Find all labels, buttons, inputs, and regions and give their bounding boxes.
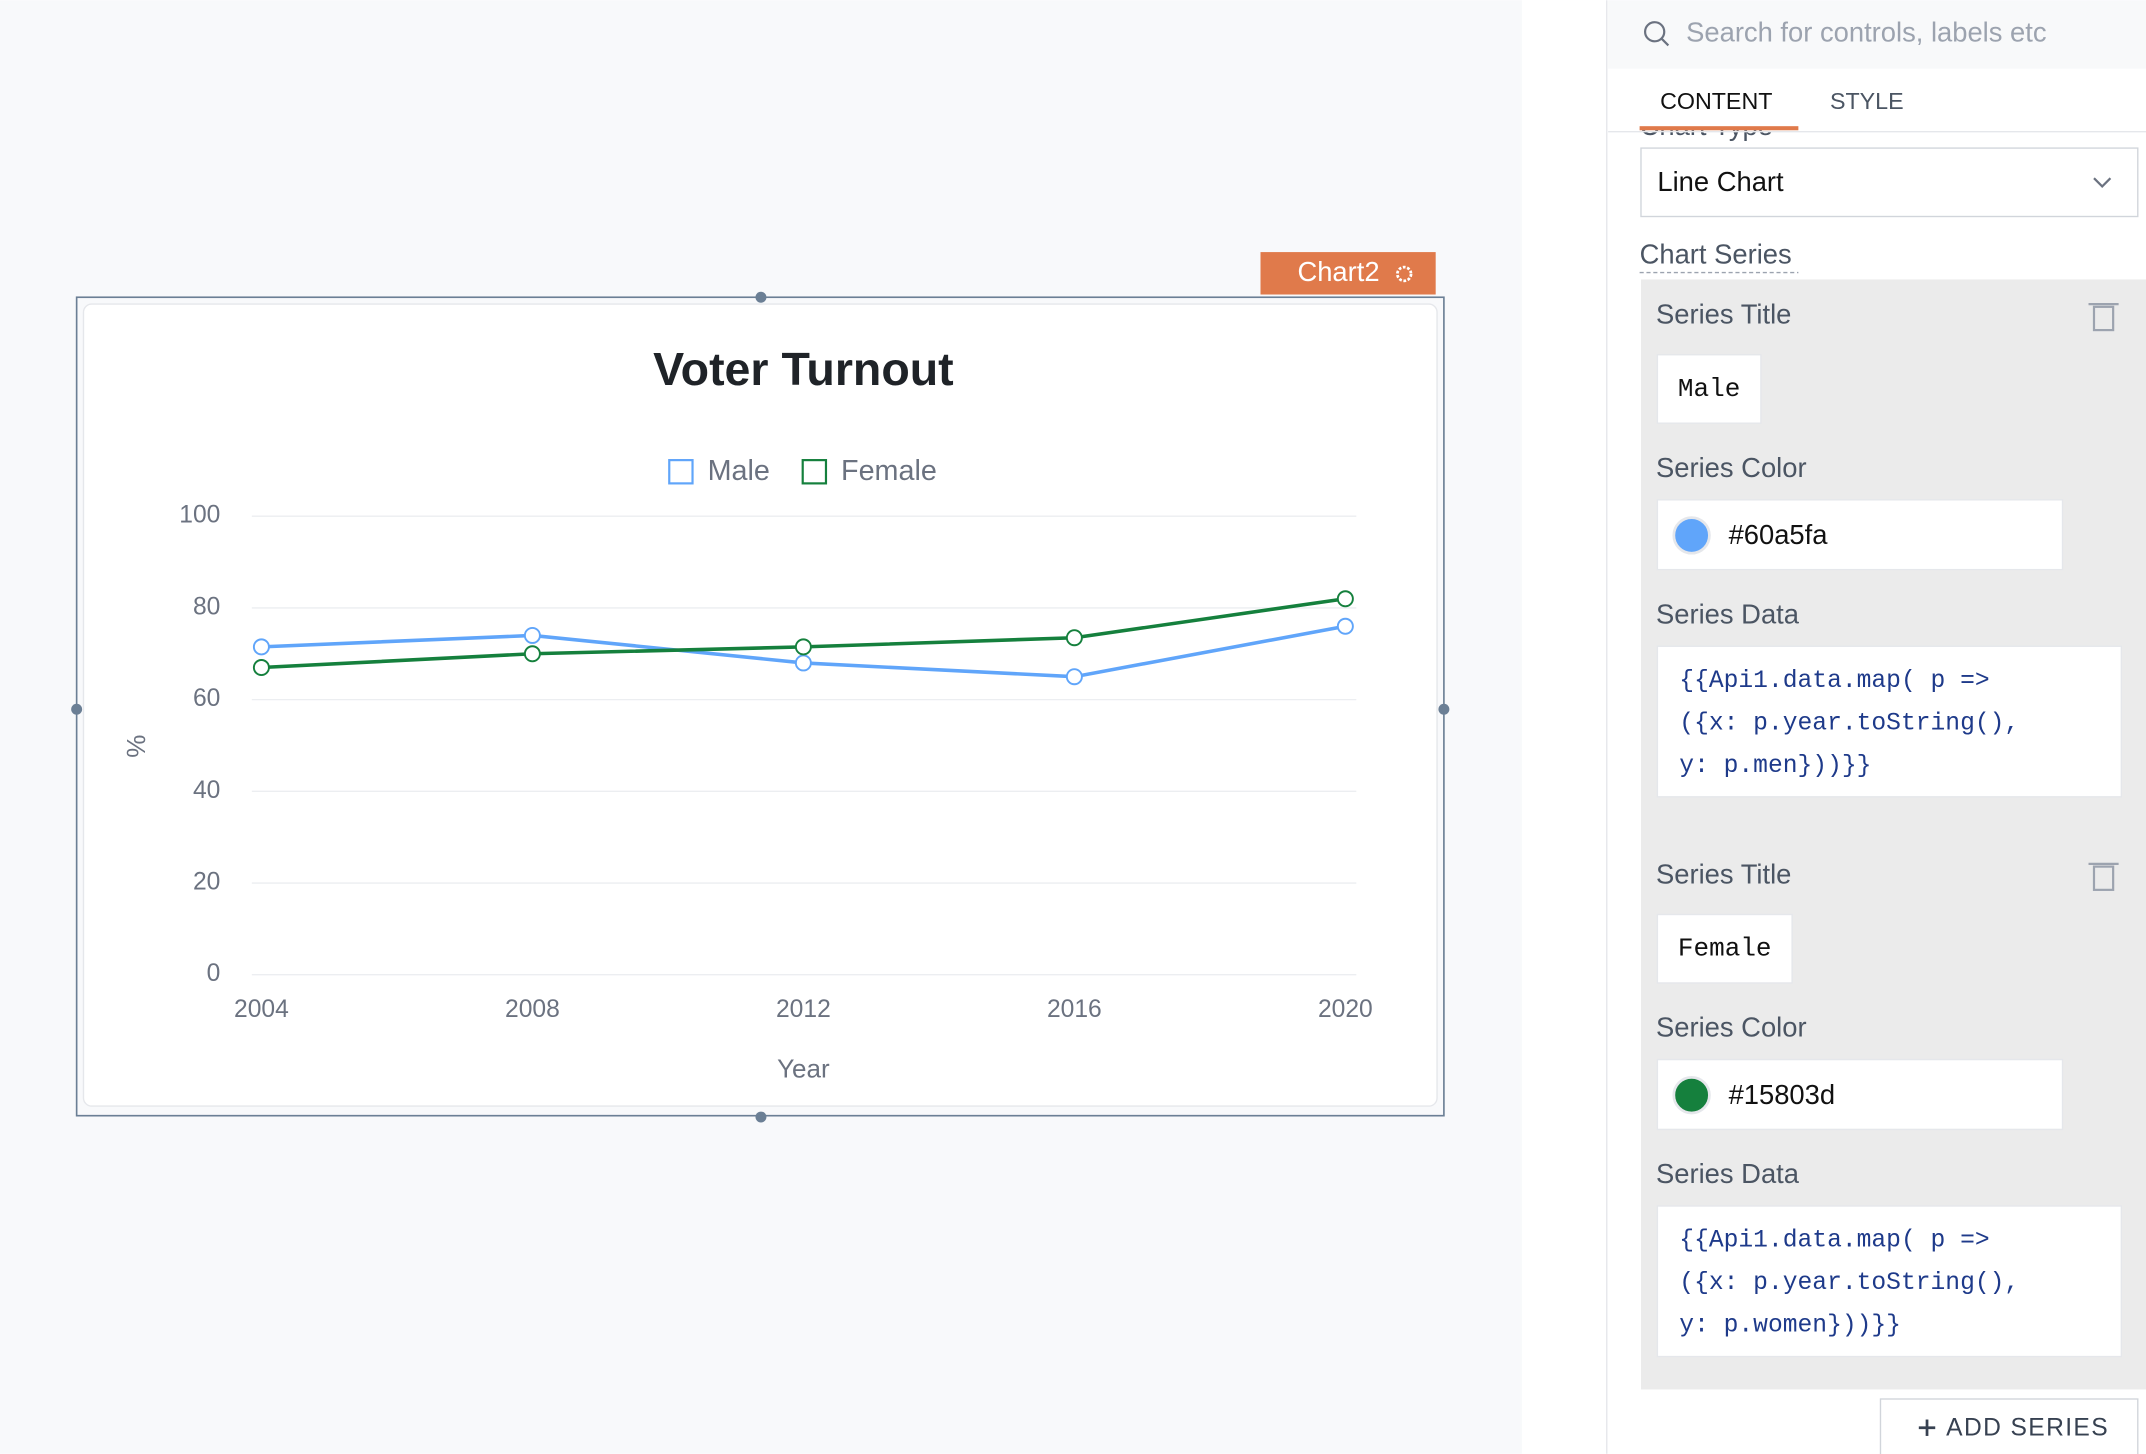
y-tick-label: 80 — [193, 593, 220, 620]
legend-swatch[interactable] — [801, 459, 828, 485]
input-value: #60a5fa — [1729, 519, 1829, 550]
resize-handle[interactable] — [71, 703, 83, 715]
y-tick-label: 60 — [193, 685, 220, 712]
resize-handle[interactable] — [755, 291, 767, 303]
search-placeholder: Search for controls, labels etc — [1686, 17, 2046, 48]
point — [1336, 617, 1354, 635]
field-label: Series Data — [1656, 598, 1800, 629]
search-bar[interactable] — [1608, 0, 2146, 69]
color-input[interactable] — [1656, 499, 2064, 571]
code-line: y: p.men}))}} — [1679, 752, 1871, 780]
x-axis-label: Year — [777, 1053, 830, 1083]
text-input[interactable] — [1656, 354, 1762, 424]
field-label: Series Title — [1656, 858, 1791, 889]
point — [523, 645, 541, 663]
gear-icon — [1395, 265, 1413, 283]
point — [523, 626, 541, 644]
input-value: Male — [1678, 374, 1740, 404]
point — [794, 654, 812, 672]
x-tick-label: 2004 — [234, 996, 289, 1023]
text-input[interactable] — [1656, 913, 1793, 984]
point — [252, 659, 270, 677]
x-tick-label: 2020 — [1318, 996, 1373, 1023]
y-tick-label: 20 — [193, 869, 220, 896]
search-icon — [1660, 37, 1670, 47]
code-line: {{Api1.data.map( p => — [1679, 667, 1989, 695]
resize-handle[interactable] — [1438, 703, 1450, 715]
color-input[interactable] — [1656, 1058, 2064, 1131]
series-block — [1640, 279, 2146, 1390]
chart-series-label: Chart Series — [1640, 238, 1792, 269]
trash-icon[interactable] — [2092, 305, 2115, 332]
legend-label[interactable]: Female — [841, 455, 937, 487]
code-line: ({x: p.year.toString(), — [1679, 1269, 2019, 1297]
dropdown-value: Line Chart — [1657, 166, 1784, 197]
code-input[interactable] — [1656, 645, 2123, 798]
field-label: Series Color — [1656, 1012, 1807, 1043]
chevron — [2093, 177, 2112, 188]
x-tick-label: 2008 — [505, 996, 560, 1023]
y-axis-label: % — [121, 735, 151, 758]
dropdown[interactable] — [1640, 147, 2139, 218]
x-tick-label: 2016 — [1047, 996, 1102, 1023]
add-series-label: ADD SERIES — [1946, 1415, 2109, 1442]
code-line: ({x: p.year.toString(), — [1679, 709, 2019, 737]
legend-label[interactable]: Male — [708, 455, 770, 487]
chart-card — [82, 303, 1438, 1107]
input-value: Female — [1678, 934, 1772, 964]
code-line: y: p.women}))}} — [1679, 1312, 1901, 1340]
color-swatch — [1672, 516, 1711, 555]
tab[interactable]: STYLE — [1830, 88, 1904, 114]
color-swatch — [1672, 1075, 1711, 1115]
point — [1336, 590, 1354, 608]
x-tick-label: 2012 — [776, 996, 831, 1023]
resize-handle[interactable] — [755, 1111, 767, 1123]
y-tick-label: 100 — [179, 502, 220, 529]
point — [1065, 629, 1083, 647]
widget-badge[interactable] — [1260, 252, 1436, 295]
y-tick-label: 0 — [207, 960, 221, 987]
widget-label: Chart2 — [1297, 256, 1379, 287]
point — [794, 638, 812, 656]
code-input[interactable] — [1656, 1205, 2123, 1358]
tab-underline — [1639, 126, 1799, 131]
tab-bar — [1608, 70, 2146, 131]
field-label: Series Title — [1656, 299, 1791, 330]
point — [252, 638, 270, 656]
input-value: #15803d — [1729, 1079, 1836, 1110]
legend-swatch[interactable] — [668, 459, 694, 485]
code-line: {{Api1.data.map( p => — [1679, 1227, 1989, 1255]
search-icon — [1643, 21, 1666, 43]
trash-icon[interactable] — [2092, 865, 2115, 891]
field-label: Series Color — [1656, 452, 1807, 483]
field-label: Series Data — [1656, 1158, 1800, 1189]
tab[interactable]: CONTENT — [1660, 88, 1772, 114]
point — [1065, 668, 1083, 686]
chart-title: Voter Turnout — [653, 343, 954, 395]
y-tick-label: 40 — [193, 777, 220, 804]
